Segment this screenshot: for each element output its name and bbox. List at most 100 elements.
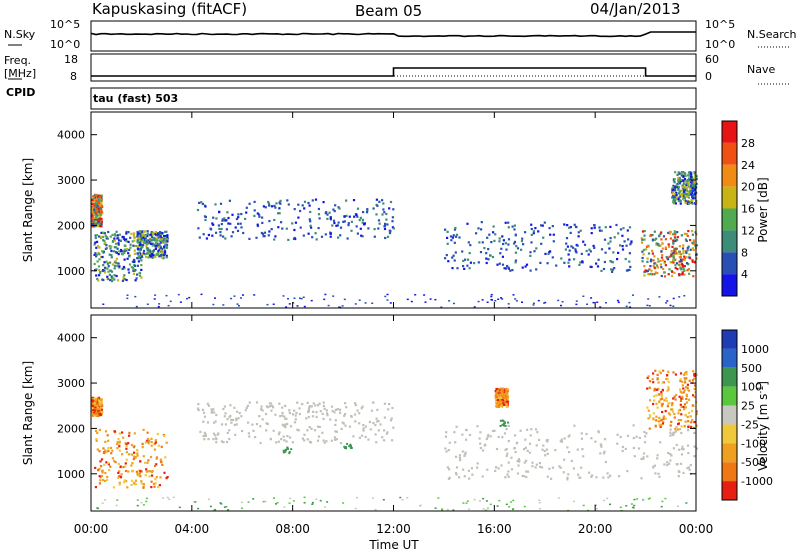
power-point (692, 275, 695, 278)
power-point (577, 231, 580, 234)
power-point (160, 256, 164, 259)
velocity-point (681, 384, 684, 387)
power-point (118, 250, 121, 253)
power-point (158, 303, 161, 305)
velocity-point (233, 423, 236, 427)
power-point (98, 253, 101, 256)
power-point (672, 184, 675, 187)
power-point (623, 240, 626, 243)
power-point (117, 279, 120, 282)
power-point (683, 188, 687, 192)
power-point (568, 265, 571, 268)
velocity-point (686, 415, 689, 419)
velocity-point (468, 477, 471, 480)
power-point (159, 241, 163, 244)
power-point (464, 258, 467, 261)
power-point (179, 301, 182, 303)
velocity-point (164, 456, 167, 459)
power-point (596, 301, 599, 303)
velocity-point (693, 445, 696, 448)
velocity-point (669, 453, 672, 456)
power-point (532, 232, 535, 235)
velocity-point (523, 461, 526, 464)
velocity-point (159, 458, 162, 461)
power-point (600, 269, 603, 272)
power-point (260, 231, 263, 235)
power-point (680, 189, 683, 192)
power-point (498, 240, 501, 243)
power-point (166, 238, 169, 241)
power-point (679, 180, 682, 183)
velocity-point (152, 482, 156, 486)
velocity-point (100, 401, 103, 404)
power-point (686, 195, 689, 198)
velocity-point (345, 446, 347, 449)
velocity-point (265, 429, 268, 432)
velocity-point (604, 438, 607, 441)
power-point (655, 242, 658, 245)
velocity-point (212, 408, 215, 411)
power-point (303, 305, 306, 308)
power-point (267, 202, 271, 205)
velocity-point (163, 434, 166, 438)
velocity-point (295, 411, 298, 415)
power-point (668, 230, 672, 233)
velocity-point (673, 416, 676, 419)
velocity-point (668, 402, 671, 405)
velocity-point (550, 477, 553, 480)
velocity-point (172, 496, 175, 499)
velocity-point (624, 447, 627, 450)
velocity-point (445, 450, 448, 453)
power-point (675, 252, 678, 255)
velocity-point (116, 499, 119, 501)
power-point (132, 272, 135, 275)
velocity-point (138, 469, 141, 472)
power-point (552, 233, 555, 236)
velocity-point (220, 503, 223, 505)
velocity-point (519, 429, 522, 432)
power-point (211, 222, 214, 225)
power-point (126, 297, 129, 300)
power-point (133, 232, 136, 235)
velocity-point (208, 498, 210, 501)
power-point (613, 236, 616, 239)
power-point (658, 244, 661, 247)
power-point (114, 260, 117, 263)
velocity-point (504, 394, 508, 397)
power-point (108, 245, 111, 248)
power-point (524, 265, 527, 268)
velocity-point (322, 404, 325, 408)
velocity-point (643, 441, 647, 444)
power-colorbar-frame (721, 120, 738, 297)
velocity-point (118, 445, 121, 448)
power-colorbar-swatch (722, 164, 737, 187)
power-point (692, 181, 695, 184)
velocity-point (694, 391, 697, 394)
power-point (281, 227, 284, 230)
power-point (309, 210, 312, 214)
velocity-point (326, 501, 329, 503)
power-point (201, 202, 204, 205)
velocity-point (633, 498, 636, 501)
power-point (646, 257, 649, 260)
velocity-point (303, 439, 306, 442)
velocity-point (288, 409, 291, 412)
power-point (339, 234, 342, 237)
power-point (679, 200, 682, 203)
power-point (671, 233, 675, 236)
power-point (582, 240, 585, 243)
power-point (227, 216, 230, 220)
power-point (231, 213, 234, 216)
velocity-point (682, 408, 686, 411)
velocity-point (462, 468, 465, 471)
velocity-point (476, 462, 479, 465)
power-point (219, 234, 222, 237)
velocity-point (136, 504, 139, 507)
power-point (100, 219, 103, 222)
power-point (116, 237, 119, 240)
velocity-point (281, 423, 284, 426)
velocity-point (691, 404, 694, 407)
velocity-point (505, 398, 508, 401)
power-point (110, 270, 114, 273)
velocity-point (118, 440, 121, 443)
